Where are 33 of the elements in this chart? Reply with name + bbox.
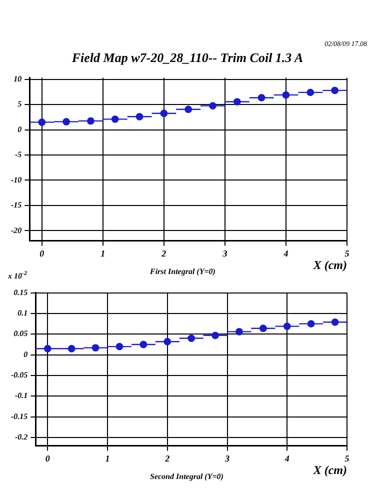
x-tick-label: 5 (344, 248, 350, 259)
y-tick-label: -0.1 (14, 391, 28, 400)
x-tick-label: 0 (40, 248, 45, 259)
y-tick-label: -20 (10, 226, 22, 235)
x-tick-label: 4 (284, 454, 290, 464)
text: First Integral (Y=0) (150, 267, 216, 276)
y-tick-label: -0.2 (14, 432, 28, 442)
x-tick-label: 3 (224, 454, 230, 464)
chart-title: Field Map w7-20_28_110-- Trim Coil 1.3 A (70, 50, 304, 66)
text: x 10$^{-2}$ (8, 271, 27, 281)
x-tick-label: 2 (164, 454, 170, 464)
y-tick-label: 0.15 (14, 288, 28, 297)
y-tick-label: -5 (14, 150, 22, 160)
y-tick-label: 0 (18, 124, 22, 134)
x-tick-label: 1 (100, 248, 106, 259)
x-tick-label: 5 (344, 454, 350, 464)
x-tick-label: 1 (105, 454, 110, 464)
x-tick-label: 4 (282, 248, 289, 259)
y-tick-label: 0.1 (18, 308, 28, 318)
x-tick-label: 2 (160, 248, 167, 259)
y-tick-label: 10 (14, 74, 22, 84)
x-axis-title: X (cm) (312, 258, 348, 272)
y-tick-label: -10 (10, 175, 22, 184)
x-tick-label: 0 (45, 454, 50, 464)
y-tick-label: -0.15 (10, 412, 28, 421)
text: Second Integral (Y=0) (150, 472, 224, 481)
x-tick-label: 3 (222, 248, 228, 259)
y-tick-label: 5 (18, 100, 22, 109)
y-tick-label: -15 (10, 200, 22, 210)
y-tick-label: -0.05 (10, 370, 28, 380)
y-tick-label: 0.05 (14, 329, 28, 338)
y-tick-label: 0 (24, 350, 28, 359)
x-axis-title: X (cm) (312, 462, 348, 477)
